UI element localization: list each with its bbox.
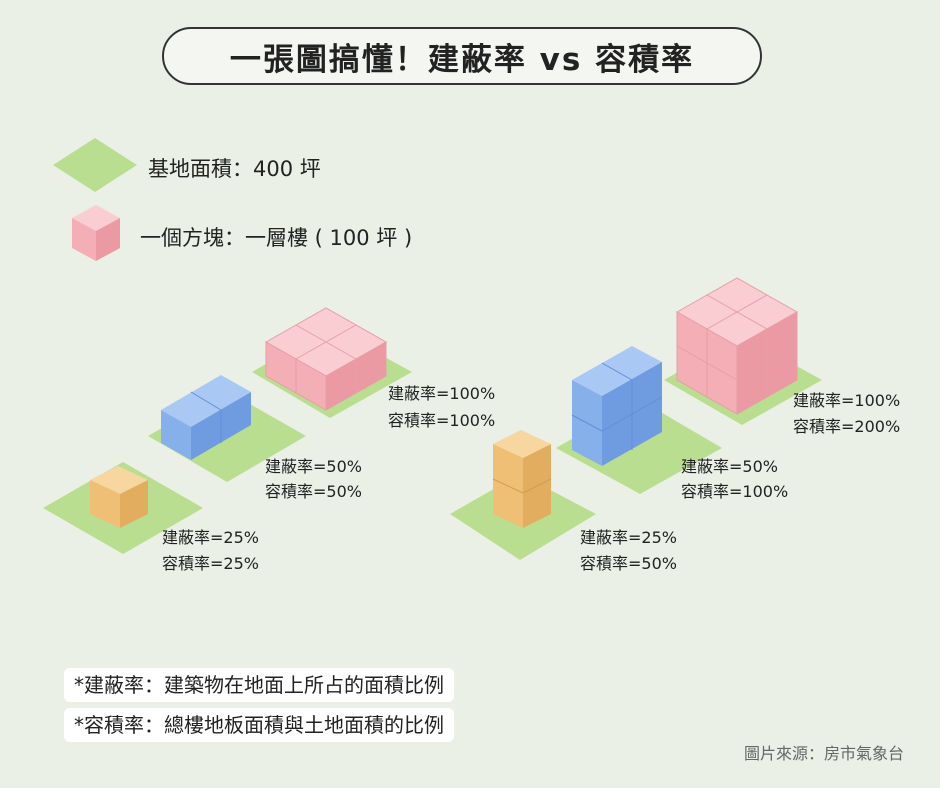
note-coverage-definition: *建蔽率：建築物在地面上所占的面積比例 [64,668,454,702]
page-title: 一張圖搞懂！建蔽率 vs 容積率 [229,41,695,78]
legend-block-icon [72,205,120,261]
legend-block-label: 一個方塊：一層樓 ( 100 坪 ) [140,226,413,250]
case-4-far-label: 容積率=50% [580,554,677,573]
case-6-building [675,277,799,415]
case-4-building [492,430,552,528]
case-2-building [161,375,251,460]
case-3-far-label: 容積率=100% [388,411,495,430]
case-1-building [90,466,148,528]
case-2-coverage-label: 建蔽率=50% [265,457,362,476]
case-2-far-label: 容積率=50% [265,482,362,501]
case-5-coverage-label: 建蔽率=50% [681,457,778,476]
title-banner: 一張圖搞懂！建蔽率 vs 容積率 [162,27,762,85]
image-source-credit: 圖片來源：房市氣象台 [743,744,904,763]
case-4-coverage-label: 建蔽率=25% [580,528,677,547]
case-1-coverage-label: 建蔽率=25% [162,528,259,547]
legend-land-icon [53,138,137,192]
case-3-building [264,307,388,411]
legend-land-label: 基地面積：400 坪 [148,157,321,181]
note-far-definition: *容積率：總樓地板面積與土地面積的比例 [64,708,454,742]
case-5-far-label: 容積率=100% [681,482,788,501]
case-6-far-label: 容積率=200% [793,417,900,436]
case-1-far-label: 容積率=25% [162,554,259,573]
case-5-building [571,346,663,466]
case-6-coverage-label: 建蔽率=100% [793,391,900,410]
case-3-coverage-label: 建蔽率=100% [388,384,495,403]
case-5-land [556,400,722,494]
